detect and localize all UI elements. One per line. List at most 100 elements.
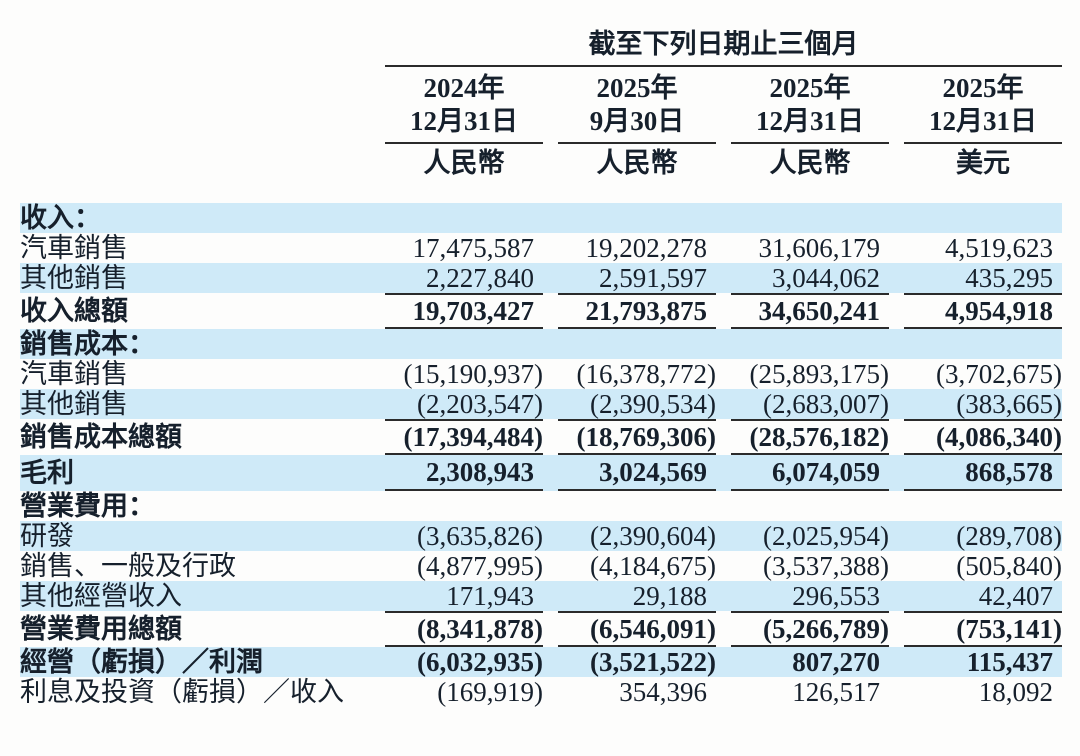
header-label-spacer xyxy=(20,67,370,144)
cell-value: (3,521,522) xyxy=(590,647,716,677)
row-label: 利息及投資（虧損）／收入 xyxy=(20,677,344,707)
cell-value: (25,893,175) xyxy=(749,359,889,389)
cell-value xyxy=(904,203,1062,233)
cell-value: 3,044,062 xyxy=(772,263,880,293)
column-date: 9月30日 xyxy=(589,106,685,136)
cell-value: (505,840) xyxy=(956,551,1062,581)
table-row: 營業費用總額 (8,341,878) (6,546,091) (5,266,789) (… xyxy=(20,611,1062,647)
cell-value: 2,227,840 xyxy=(426,263,534,293)
row-label: 研發 xyxy=(20,521,74,551)
cell-value: (2,025,954) xyxy=(763,521,889,551)
cell-value: 19,202,278 xyxy=(585,233,708,263)
cell-value: 21,793,875 xyxy=(558,293,716,329)
table-row: 收入總額 19,703,427 21,793,875 34,650,241 4,954,… xyxy=(20,293,1062,329)
cell-value: 115,437 xyxy=(966,647,1053,677)
column-currency: 美元 xyxy=(956,148,1010,178)
cell-value: (2,683,007) xyxy=(763,389,889,419)
column-date: 12月31日 xyxy=(756,106,864,136)
column-header-period: 2025年 12月31日 xyxy=(904,67,1062,144)
table-row: 銷售、一般及行政 (4,877,995) (4,184,675) (3,537,388… xyxy=(20,551,1062,581)
cell-value: 31,606,179 xyxy=(758,233,881,263)
column-date: 12月31日 xyxy=(929,106,1037,136)
cell-value xyxy=(558,203,716,233)
cell-value xyxy=(558,491,716,521)
column-currency: 人民幣 xyxy=(596,148,678,178)
row-label: 汽車銷售 xyxy=(20,233,128,263)
cell-value: (2,203,547) xyxy=(417,389,543,419)
cell-value: (2,390,534) xyxy=(590,389,716,419)
cell-value: (4,086,340) xyxy=(904,419,1062,455)
table-row: 毛利 2,308,943 3,024,569 6,074,059 868,578 xyxy=(20,455,1062,491)
table-row: 利息及投資（虧損）／收入 (169,919) 354,396 126,517 18,09… xyxy=(20,677,1062,707)
cell-value: (16,378,772) xyxy=(576,359,716,389)
cell-value xyxy=(385,203,543,233)
cell-value: 3,024,569 xyxy=(558,455,716,491)
cell-value: 2,591,597 xyxy=(599,263,707,293)
cell-value: (18,769,306) xyxy=(558,419,716,455)
cell-value: (17,394,484) xyxy=(385,419,543,455)
cell-value: 4,954,918 xyxy=(904,293,1062,329)
cell-value: (8,341,878) xyxy=(385,611,543,647)
table-row: 營業費用： xyxy=(20,491,1062,521)
cell-value: (5,266,789) xyxy=(731,611,889,647)
cell-value: 18,092 xyxy=(978,677,1053,707)
header-label-spacer xyxy=(20,144,370,179)
row-label: 汽車銷售 xyxy=(20,359,128,389)
row-label: 營業費用總額 xyxy=(20,614,182,644)
row-label: 收入總額 xyxy=(20,296,128,326)
row-label: 營業費用： xyxy=(20,491,155,521)
cell-value: 2,308,943 xyxy=(385,455,543,491)
row-label: 其他銷售 xyxy=(20,389,128,419)
column-year: 2024年 xyxy=(423,73,505,103)
row-label: 毛利 xyxy=(20,458,74,488)
column-year: 2025年 xyxy=(942,73,1024,103)
column-header-period: 2024年 12月31日 xyxy=(385,67,543,144)
cell-value: 17,475,587 xyxy=(412,233,535,263)
table-row: 其他銷售 (2,203,547) (2,390,534) (2,683,007) (38… xyxy=(20,389,1062,419)
table-row: 其他經營收入 171,943 29,188 296,553 42,407 xyxy=(20,581,1062,611)
cell-value: 296,553 xyxy=(792,581,880,611)
cell-value: 354,396 xyxy=(619,677,707,707)
cell-value: (3,537,388) xyxy=(763,551,889,581)
cell-value: (753,141) xyxy=(904,611,1062,647)
cell-value: (383,665) xyxy=(956,389,1062,419)
cell-value: (6,546,091) xyxy=(558,611,716,647)
column-header-period: 2025年 9月30日 xyxy=(558,67,716,144)
cell-value: (289,708) xyxy=(956,521,1062,551)
cell-value: (3,635,826) xyxy=(417,521,543,551)
cell-value: 34,650,241 xyxy=(731,293,889,329)
cell-value xyxy=(904,329,1062,359)
column-date: 12月31日 xyxy=(410,106,518,136)
header-label-spacer xyxy=(20,28,370,67)
cell-value: 126,517 xyxy=(792,677,880,707)
income-table: 收入： 汽車銷售 17,475,587 19,202,278 31,606,179 4,5… xyxy=(0,203,1080,707)
row-label: 銷售、一般及行政 xyxy=(20,551,236,581)
table-row: 研發 (3,635,826) (2,390,604) (2,025,954) (289,… xyxy=(20,521,1062,551)
row-label: 其他銷售 xyxy=(20,263,128,293)
cell-value: (4,184,675) xyxy=(590,551,716,581)
row-label: 經營（虧損）／利潤 xyxy=(20,647,263,677)
cell-value: (4,877,995) xyxy=(417,551,543,581)
column-currency: 人民幣 xyxy=(769,148,851,178)
table-row: 銷售成本： xyxy=(20,329,1062,359)
row-label: 銷售成本： xyxy=(20,329,155,359)
cell-value: (15,190,937) xyxy=(403,359,543,389)
column-year: 2025年 xyxy=(596,73,678,103)
cell-value: (2,390,604) xyxy=(590,521,716,551)
cell-value: 171,943 xyxy=(446,581,534,611)
cell-value: (28,576,182) xyxy=(731,419,889,455)
cell-value: 4,519,623 xyxy=(945,233,1053,263)
cell-value: 435,295 xyxy=(965,263,1053,293)
cell-value: 807,270 xyxy=(792,647,880,677)
row-label: 其他經營收入 xyxy=(20,581,182,611)
cell-value: 42,407 xyxy=(978,581,1053,611)
column-currency: 人民幣 xyxy=(423,148,505,178)
column-year: 2025年 xyxy=(769,73,851,103)
cell-value: 19,703,427 xyxy=(385,293,543,329)
column-header-period: 2025年 12月31日 xyxy=(731,67,889,144)
table-row: 汽車銷售 17,475,587 19,202,278 31,606,179 4,519,… xyxy=(20,233,1062,263)
cell-value xyxy=(904,491,1062,521)
table-row: 經營（虧損）／利潤 (6,032,935) (3,521,522) 807,270 11… xyxy=(20,647,1062,677)
row-label: 銷售成本總額 xyxy=(20,422,182,452)
